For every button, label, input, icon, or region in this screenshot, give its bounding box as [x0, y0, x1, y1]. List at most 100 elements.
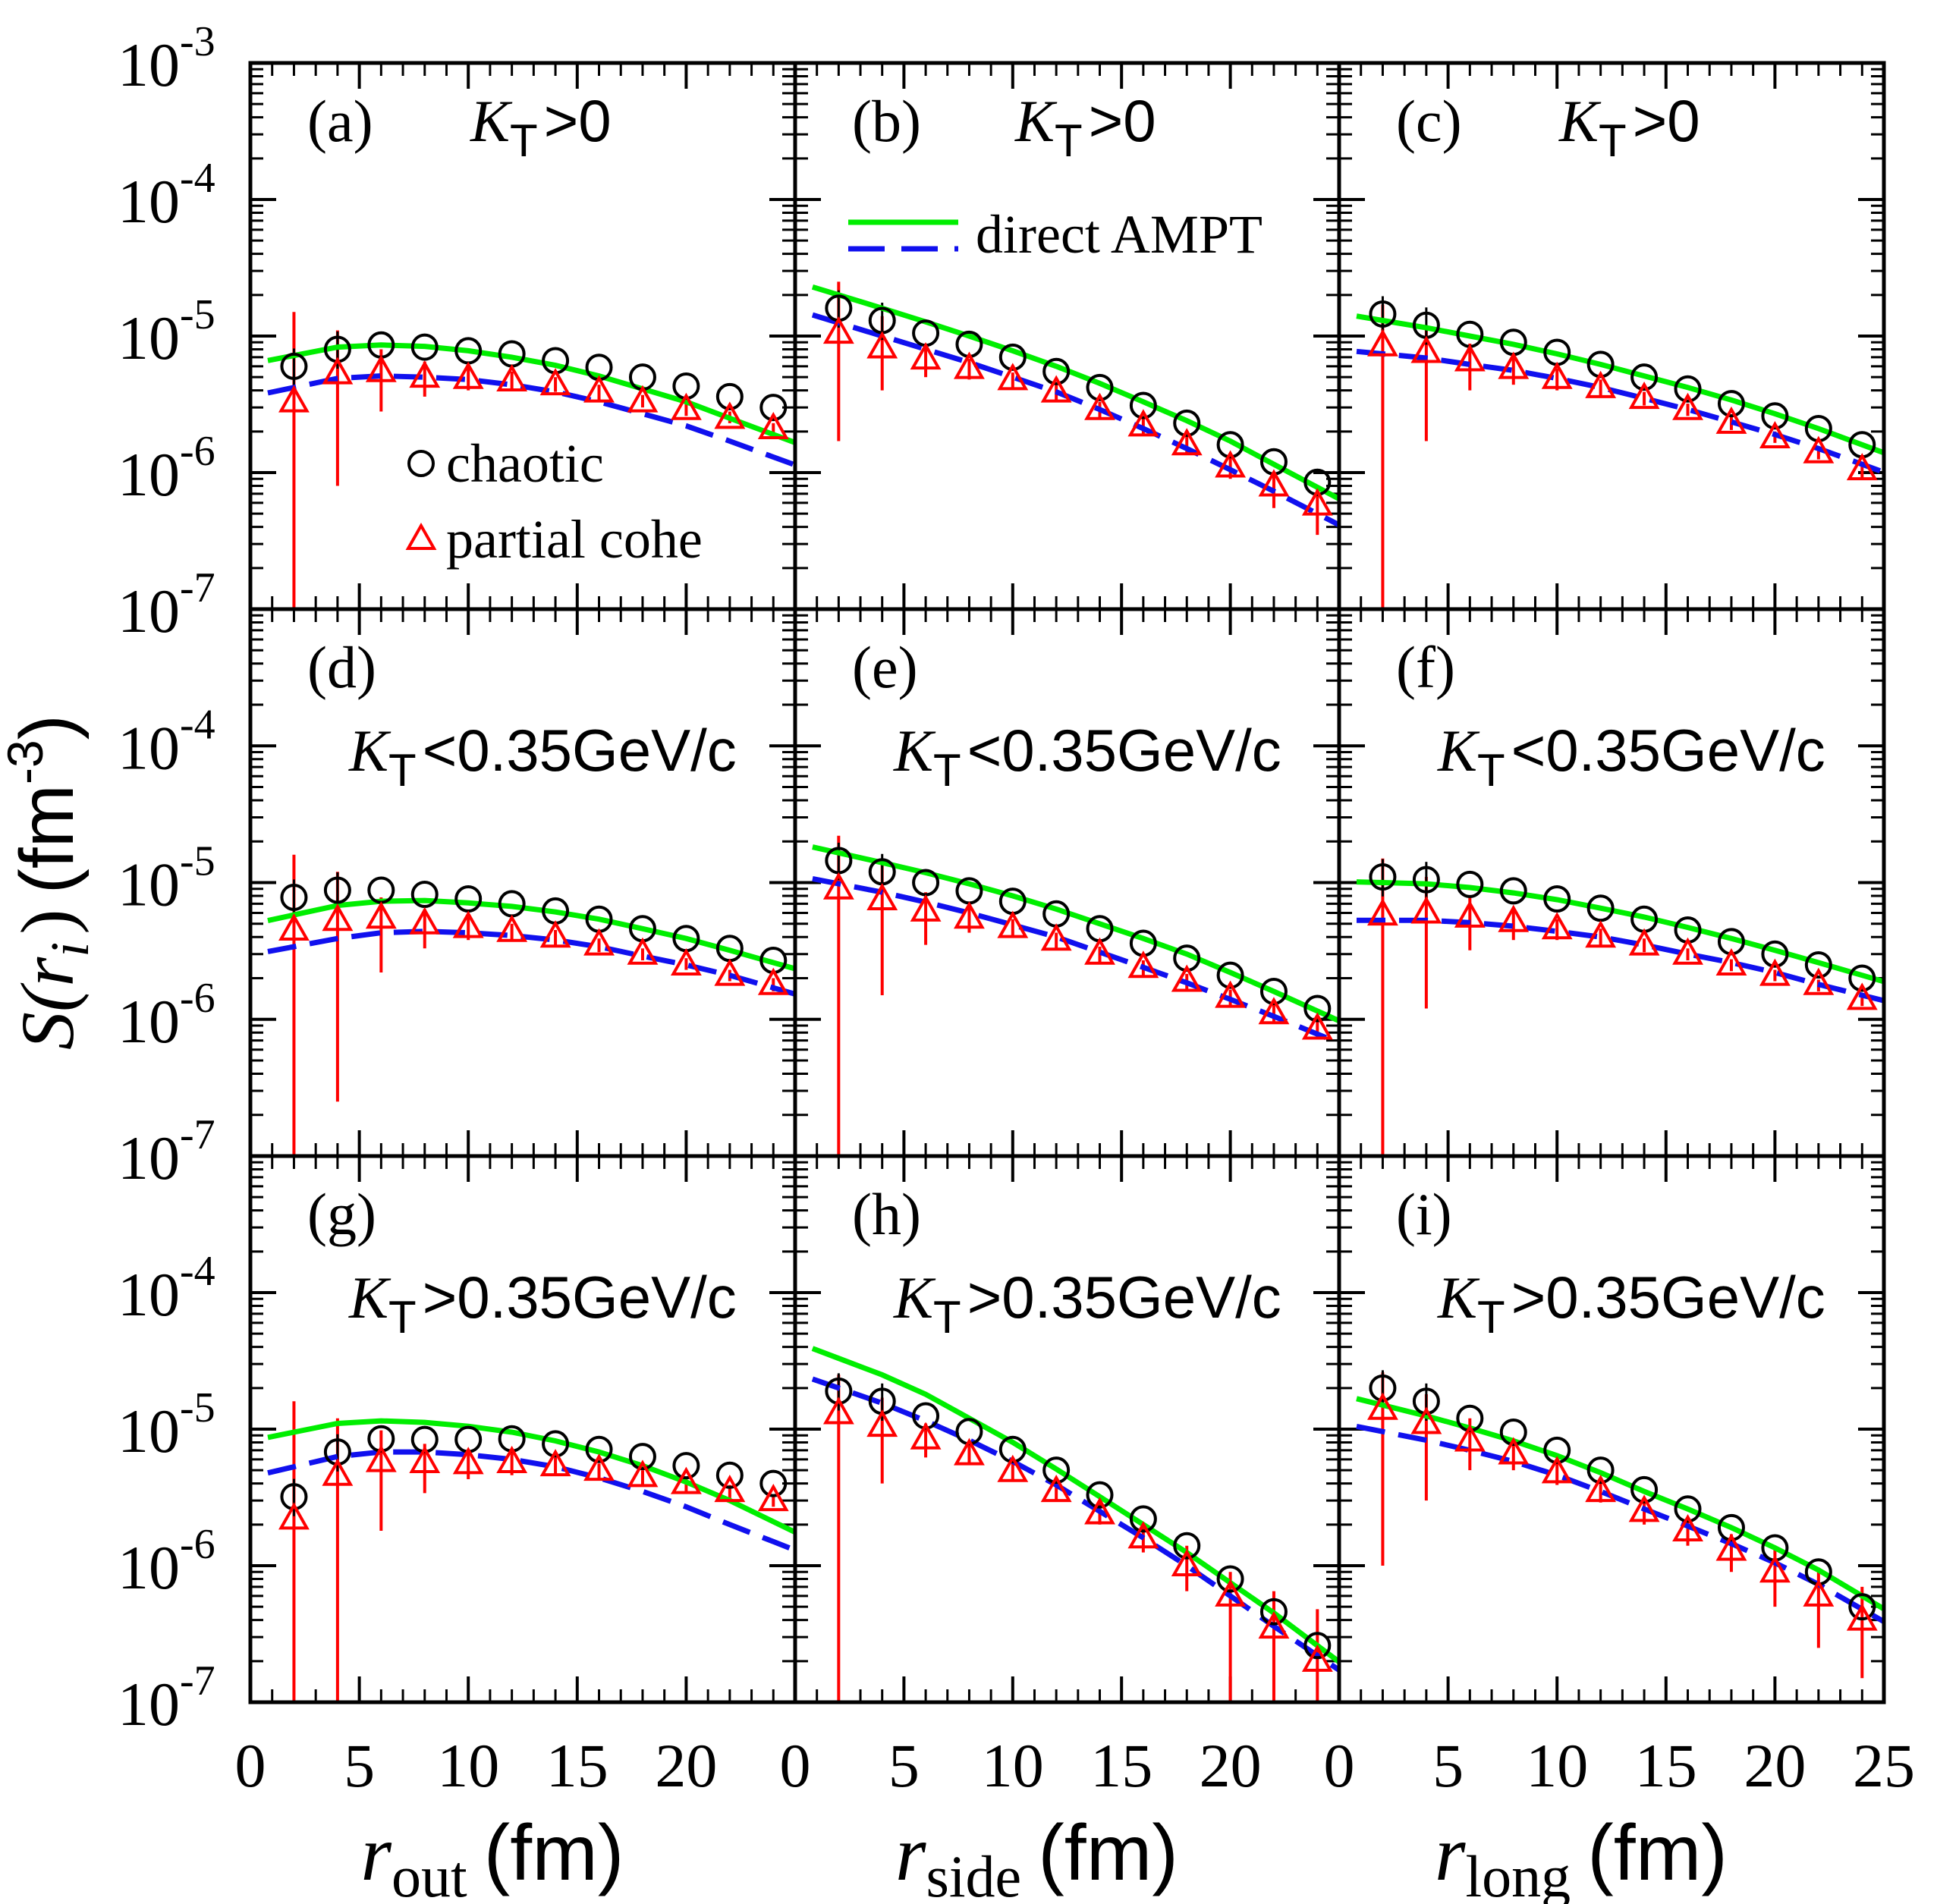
panel-label: (b): [852, 88, 921, 154]
chaotic-point: [1216, 1565, 1244, 1593]
partial-point: [496, 1445, 528, 1473]
chaotic-point: [410, 333, 439, 361]
chaotic-point: [715, 1461, 744, 1489]
partial-point: [1715, 406, 1747, 434]
partial-point: [627, 1459, 659, 1488]
partial-point: [278, 385, 310, 413]
ampt-blue-curve: [811, 312, 1339, 528]
partial-point: [1127, 409, 1159, 437]
partial-point: [1803, 1579, 1835, 1607]
partial-point: [1803, 967, 1835, 995]
partial-point: [670, 392, 702, 420]
chaotic-point: [1086, 373, 1114, 401]
partial-point: [910, 342, 942, 370]
y-tick-label: 10-6: [118, 1521, 215, 1602]
x-axis-label: rside (fm): [895, 1809, 1178, 1904]
x-tick-label: 10: [437, 1731, 499, 1800]
partial-point: [583, 1453, 615, 1481]
x-tick-label: 10: [982, 1731, 1044, 1800]
partial-point: [1585, 370, 1617, 398]
chaotic-point: [1499, 877, 1527, 905]
chaotic-point: [1848, 964, 1876, 992]
partial-point: [1171, 1548, 1203, 1576]
partial-point: [1301, 1012, 1333, 1040]
chaotic-point: [1412, 1387, 1440, 1415]
legend-chaotic-label: chaotic: [446, 433, 604, 494]
x-tick-label: 5: [1432, 1731, 1464, 1800]
chaotic-point: [1543, 1436, 1571, 1464]
partial-point: [1715, 1533, 1747, 1561]
panel-label: (e): [852, 634, 918, 700]
partial-point: [1628, 1494, 1660, 1522]
chaotic-point: [1586, 1456, 1615, 1485]
legend-markers: chaotic partial cohe: [405, 433, 703, 570]
partial-point: [1215, 1579, 1247, 1607]
panel-label: (g): [307, 1181, 376, 1247]
partial-point: [496, 363, 528, 392]
x-axis-label: rlong (fm): [1435, 1809, 1728, 1904]
partial-point: [1628, 382, 1660, 410]
chaotic-point: [825, 1377, 853, 1405]
ampt-green-curve: [267, 1418, 795, 1535]
partial-point: [1258, 997, 1290, 1025]
chaotic-point: [1216, 431, 1244, 459]
partial-point: [1541, 361, 1573, 389]
partial-point: [1541, 912, 1573, 940]
y-tick-label: 10-5: [118, 838, 215, 919]
tick-marks: [794, 63, 1341, 611]
partial-point: [1410, 896, 1442, 924]
partial-point: [1171, 964, 1203, 992]
y-tick-label: 10-4: [118, 701, 215, 782]
chaotic-point: [998, 1435, 1027, 1463]
y-tick-label: 10-4: [118, 1248, 215, 1329]
partial-point: [365, 1444, 397, 1472]
x-tick-label: 20: [1744, 1731, 1806, 1800]
partial-point: [322, 1458, 354, 1486]
chaotic-point: [1543, 884, 1571, 913]
partial-point: [452, 1447, 484, 1475]
chaotic-point: [323, 876, 351, 904]
x-tick-label: 15: [546, 1731, 608, 1800]
kt-condition: KT >0: [1014, 87, 1156, 166]
partial-point: [757, 967, 789, 995]
x-tick-label: 5: [888, 1731, 920, 1800]
y-tick-label: 10-3: [118, 18, 215, 99]
partial-point: [365, 901, 397, 929]
partial-point: [1846, 982, 1878, 1010]
panel-label: (i): [1396, 1181, 1452, 1247]
chaotic-point: [1173, 409, 1201, 437]
partial-point: [278, 913, 310, 941]
partial-point: [1084, 392, 1115, 420]
kt-condition: KT >0.35GeV/c: [1437, 1264, 1825, 1343]
chaotic-point: [1369, 1374, 1397, 1402]
partial-point: [1084, 937, 1115, 965]
x-tick-label: 20: [1200, 1731, 1262, 1800]
chaotic-point: [1259, 1598, 1288, 1626]
panel-h: (h) KT >0.35GeV/c: [793, 1154, 1341, 1704]
kt-condition: KT >0: [1558, 87, 1700, 166]
partial-point: [452, 910, 484, 938]
panel-label: (h): [852, 1181, 921, 1247]
chaotic-point: [759, 1469, 788, 1497]
partial-point: [1301, 488, 1333, 516]
chaotic-point: [1369, 863, 1397, 891]
chaotic-point: [1303, 994, 1332, 1023]
y-tick-label: 10-7: [118, 1657, 215, 1739]
chaotic-point: [1499, 1419, 1527, 1447]
ampt-blue-curve: [1357, 917, 1884, 1004]
chaotic-point: [1303, 1632, 1332, 1660]
partial-point: [1454, 1424, 1486, 1452]
chaotic-point: [1259, 977, 1288, 1005]
partial-point: [322, 357, 354, 385]
partial-point: [583, 928, 615, 956]
panel-label: (c): [1396, 88, 1462, 154]
chaotic-point: [1630, 363, 1659, 391]
partial-point: [1672, 392, 1703, 420]
chaotic-point: [1173, 1532, 1201, 1560]
chaotic-point: [367, 1425, 395, 1453]
partial-point: [1498, 351, 1530, 379]
kt-condition: KT <0.35GeV/c: [893, 717, 1281, 796]
partial-point: [1846, 1603, 1878, 1631]
partial-point: [866, 331, 898, 359]
partial-point: [822, 316, 854, 344]
